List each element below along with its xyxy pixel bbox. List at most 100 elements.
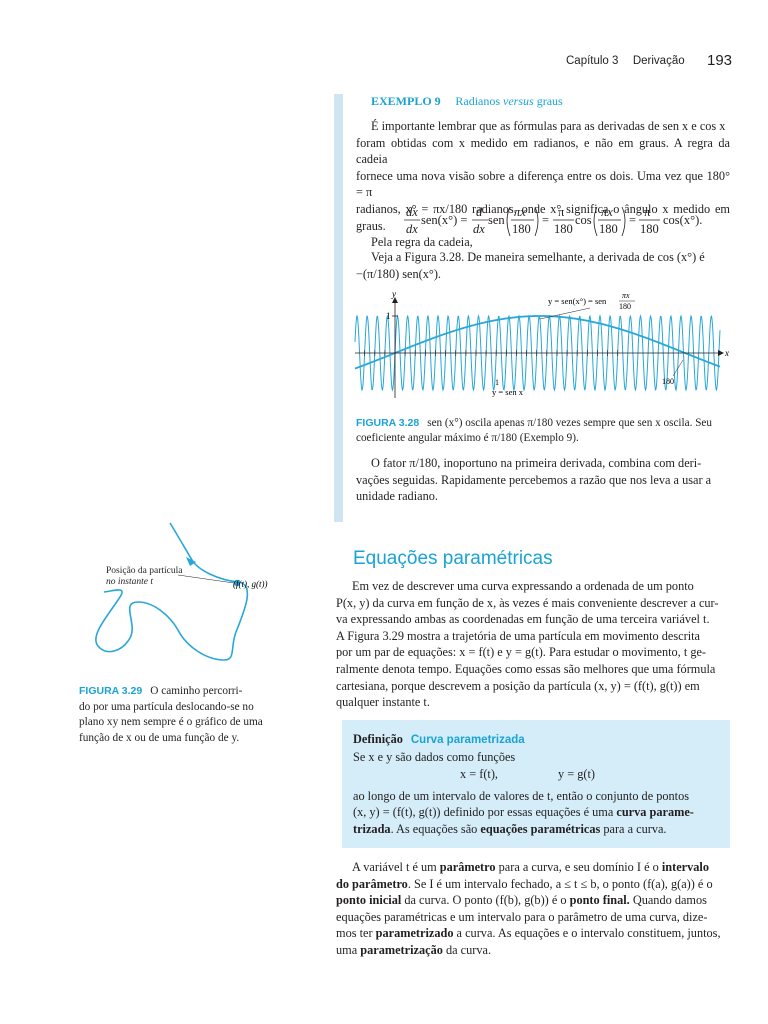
text-span: do parâmetro: [336, 876, 408, 891]
figure-3-28-label: FIGURA 3.28: [356, 417, 420, 429]
example-heading: EXEMPLO 9 Radianos versus graus: [371, 94, 563, 109]
x-axis-arrow: [718, 350, 724, 356]
text-line: Em vez de descrever uma curva expressand…: [352, 579, 694, 593]
curve-label-frac-num: πx: [622, 291, 630, 300]
direction-arrow-icon: [186, 557, 196, 566]
pi-numerator: π: [644, 205, 651, 219]
text-span: a curva. As equações e o intervalo const…: [453, 926, 721, 941]
pix-numerator: πx: [601, 205, 613, 219]
example-title-pre: Radianos: [455, 94, 504, 108]
definition-content: Definição Curva parametrizada Se x e y sã…: [353, 731, 721, 838]
definition-label: Definição: [353, 732, 403, 746]
particle-point: [233, 579, 241, 587]
text-span: parâmetro: [439, 860, 496, 874]
text-span: para a curva.: [600, 821, 667, 836]
equation-y: y = g(t): [558, 767, 596, 782]
text-line: P(x, y) da curva em função de x, às veze…: [336, 595, 719, 610]
figure-3-28-graph: 1 y x y = sen(x°) = sen πx 180 y = sen x…: [354, 289, 729, 398]
text-line: Se x e y são dados como funções: [353, 749, 516, 764]
text-line: O fator π/180, inoportuno na primeira de…: [371, 456, 702, 470]
pix-numerator: πx: [514, 205, 526, 219]
example-title-post: graus: [533, 94, 563, 108]
text-line: radianos, x° = πx/180 radianos, onde x° …: [356, 201, 730, 233]
equals-sign: =: [629, 213, 636, 227]
denominator-180: 180: [640, 222, 659, 236]
text-span: ponto final.: [569, 893, 630, 908]
cos-word: cos: [575, 213, 592, 227]
figure-3-29-label: FIGURA 3.29: [79, 685, 143, 697]
example-label: EXEMPLO 9: [371, 94, 441, 108]
section-label: Derivação: [632, 55, 685, 67]
curve-label-sin: y = sen x: [492, 387, 524, 397]
example-paragraph-4: O fator π/180, inoportuno na primeira de…: [356, 455, 730, 505]
example-sidebar-bar: [334, 94, 343, 522]
text-span: para a curva, e seu domínio I é o: [495, 860, 662, 874]
equals-sign: =: [542, 213, 549, 227]
text-span: curva parame-: [616, 805, 694, 820]
text-line: cartesiana, porque descrevem a posição d…: [336, 678, 700, 693]
text-line: foram obtidas com x medido em radianos, …: [356, 135, 730, 167]
figure-3-29-caption: FIGURA 3.29 O caminho percorri- do por um…: [79, 684, 303, 746]
cos-xdeg: cos(x°).: [663, 213, 702, 227]
x-axis-ticks: [364, 350, 619, 356]
caption-line: plano xy nem sempre é o gráfico de uma: [79, 716, 263, 728]
figure-3-28-caption: FIGURA 3.28 sen (x°) oscila apenas π/180 …: [356, 416, 732, 446]
denominator-180: 180: [512, 222, 531, 236]
example-paragraph-3: Veja a Figura 3.28. De maneira semelhant…: [356, 249, 730, 282]
sen-word: sen: [488, 213, 505, 227]
dx-numerator: dx: [406, 205, 418, 219]
page-number: 193: [707, 52, 733, 69]
text-span: ponto inicial: [336, 893, 402, 908]
text-line: (x, y) = (f(t), g(t)) definido por essas…: [353, 804, 721, 821]
example-title-italic: versus: [503, 94, 534, 108]
text-line: fornece uma nova visão sobre a diferença…: [356, 168, 730, 200]
fig328-curves: [354, 314, 721, 392]
text-line: mos ter parametrizado a curva. As equaçõ…: [336, 925, 730, 942]
closing-paragraph: A variável t é um parâmetro para a curva…: [336, 859, 730, 959]
text-span: . Se I é um intervalo fechado, a ≤ t ≤ b…: [407, 876, 713, 891]
text-line: qualquer instante t.: [336, 695, 430, 710]
caption-line: O caminho percorri-: [150, 685, 243, 697]
text-span: intervalo: [661, 860, 709, 874]
text-line: A Figura 3.29 mostra a trajetória de uma…: [336, 628, 701, 643]
equation-x: x = f(t),: [460, 767, 499, 782]
text-span: da curva.: [442, 942, 492, 957]
chain-rule-equation: dx dx sen(x°) = d dx sen πx 180 = π 180 …: [404, 205, 702, 237]
y-axis-arrow: [392, 297, 398, 303]
section-paragraph-1: Em vez de descrever uma curva expressand…: [336, 578, 730, 711]
text-line: trizada. As equações são equações paramé…: [353, 821, 721, 838]
figure-3-29-annotation: Posição da partícula no instante t: [106, 566, 183, 588]
text-span: da curva. O ponto (f(b), g(b)) é o: [401, 893, 570, 908]
y-axis-label: y: [391, 289, 396, 299]
text-line: va expressando ambas as coordenadas em f…: [336, 612, 710, 627]
curve-label-frac-den: 180: [619, 302, 631, 311]
sen-xdeg: sen(x°) =: [421, 213, 467, 227]
annotation-line: Posição da partícula: [106, 566, 183, 576]
caption-line: função de x ou de uma função de y.: [79, 731, 240, 744]
text-line: equações paramétricas e um intervalo par…: [336, 909, 708, 924]
chapter-label: Capítulo 3: [566, 55, 619, 67]
text-span: parametrização: [360, 942, 443, 957]
x-tick-label-180: 180: [662, 377, 674, 386]
text-span: mos ter: [336, 926, 376, 941]
sin-x-curve: [354, 314, 721, 392]
figure-3-29-path: (f(t), g(t)): [95, 522, 267, 661]
text-span: Quando damos: [629, 893, 707, 908]
text-line: É importante lembrar que as fórmulas par…: [371, 119, 726, 133]
pi-numerator: π: [558, 205, 565, 219]
text-line: ralmente denota tempo. Equações como ess…: [336, 661, 716, 676]
text-line: vações seguidas. Rapidamente percebemos …: [356, 472, 712, 487]
text-span: trizada: [353, 821, 391, 836]
text-line: por um par de equações: x = f(t) e y = g…: [336, 645, 707, 660]
caption-line: coeficiente angular máximo é π/180 (Exem…: [356, 432, 579, 444]
text-line: unidade radiano.: [356, 489, 438, 504]
text-line: do parâmetro. Se I é um intervalo fechad…: [336, 876, 730, 893]
y-tick-label-1: 1: [386, 311, 391, 321]
running-header: Capítulo 3 Derivação: [566, 55, 685, 67]
x-axis-label: x: [724, 348, 729, 358]
example-paragraph-1: É importante lembrar que as fórmulas par…: [356, 118, 730, 251]
text-line: ao longo de um intervalo de valores de t…: [353, 788, 690, 803]
text-span: . As equações são: [390, 821, 481, 836]
denominator-180: 180: [554, 222, 573, 236]
section-title: Equações paramétricas: [353, 548, 553, 569]
